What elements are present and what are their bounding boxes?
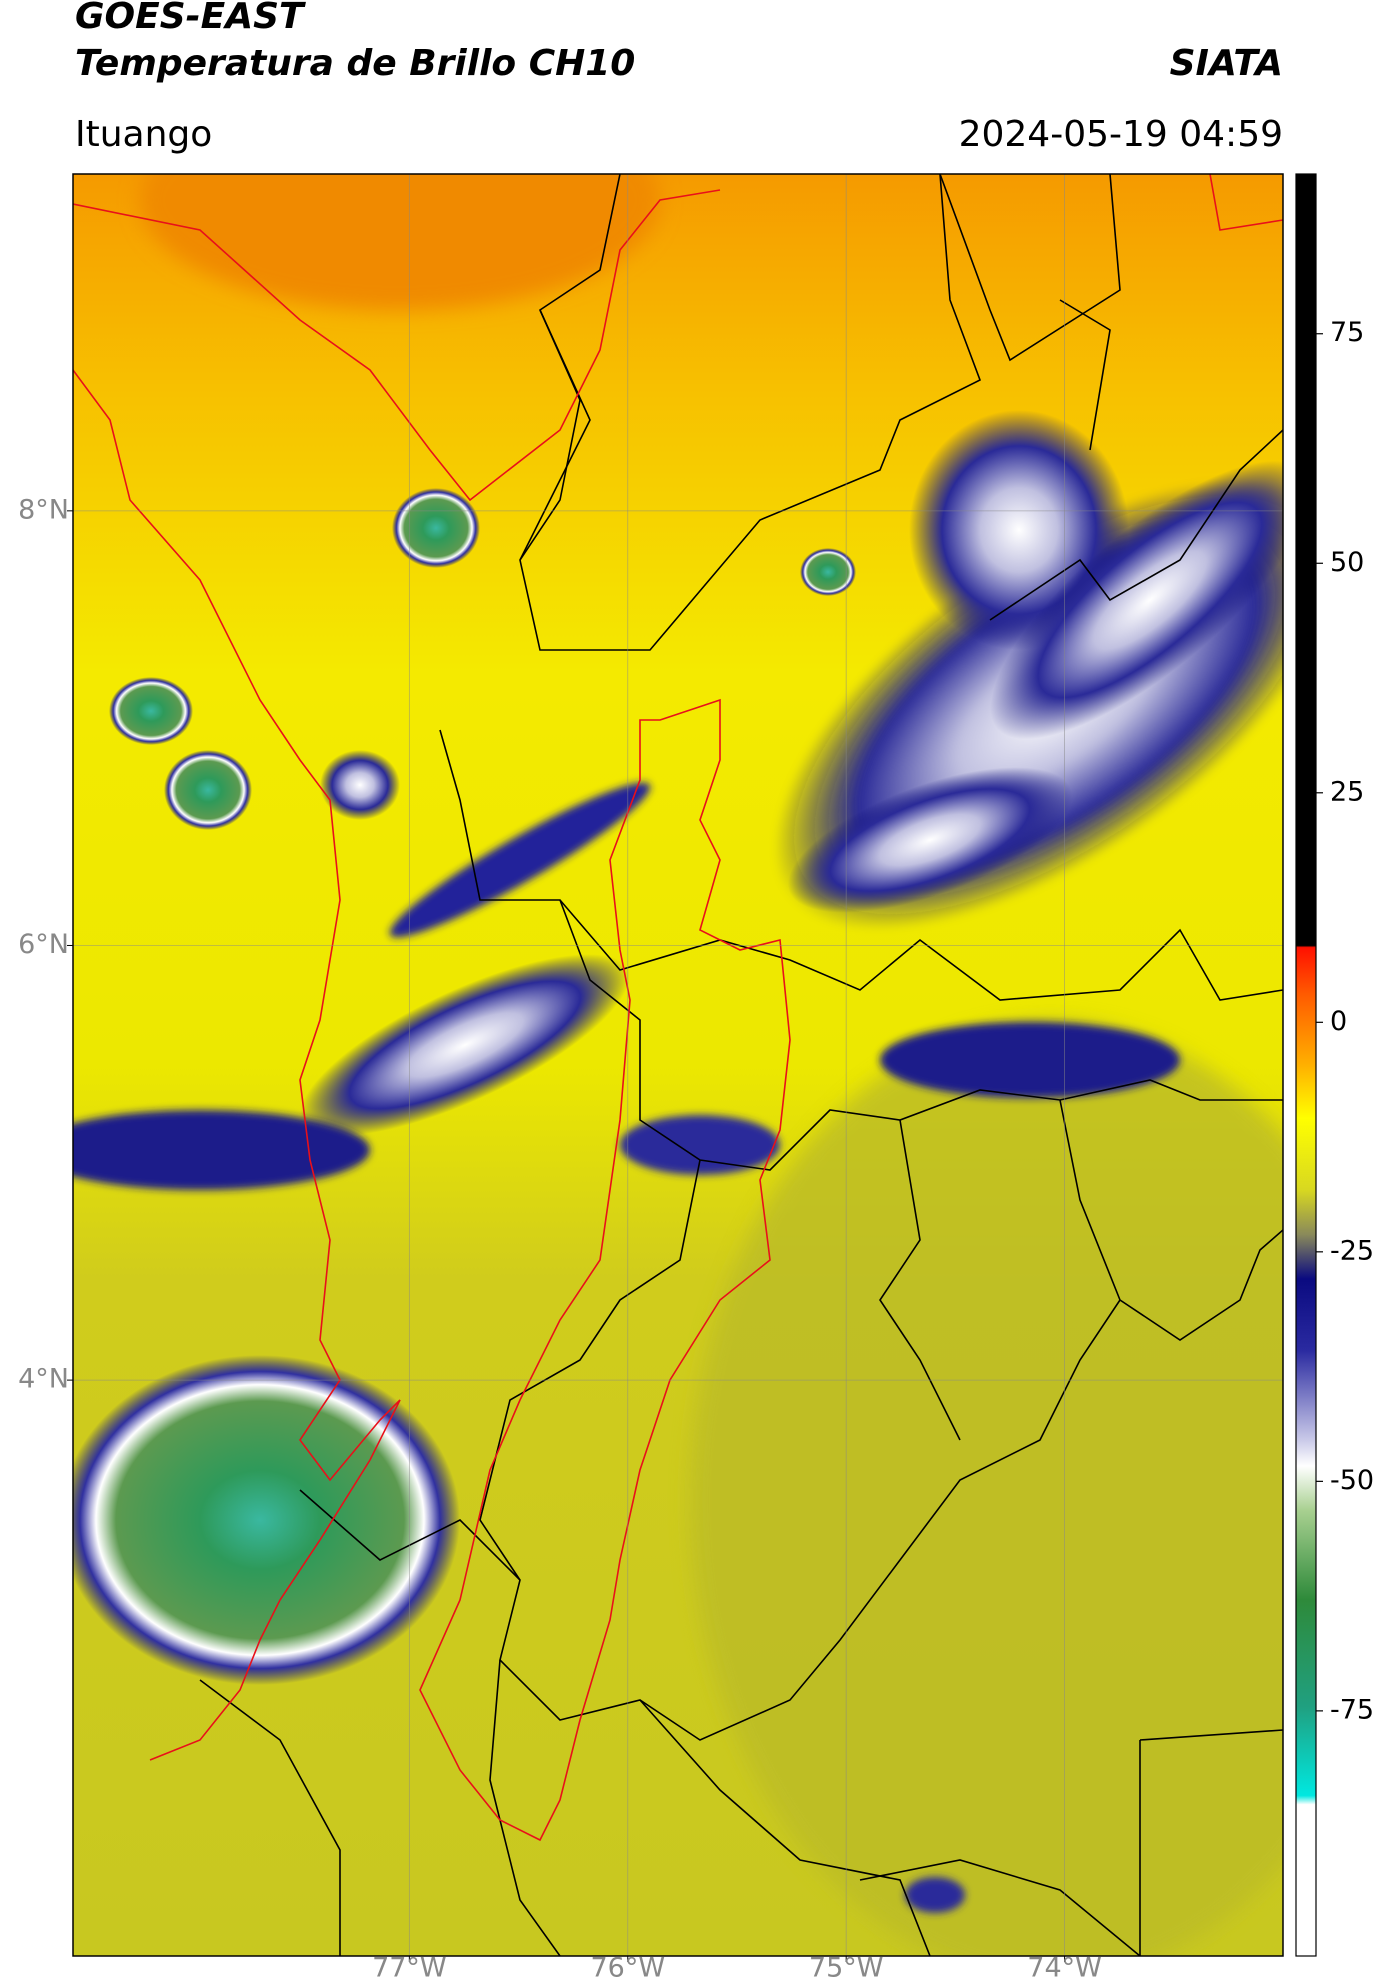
x-tick-label: 75°W: [809, 1953, 884, 1981]
y-tick-label: 8°N: [18, 494, 69, 525]
colorbar-tick-label: 25: [1330, 776, 1364, 807]
datetime: 2024-05-19 04:59: [959, 114, 1283, 155]
x-tick-label: 77°W: [372, 1953, 447, 1981]
colorbar-tick-label: 0: [1330, 1006, 1347, 1037]
source: SIATA: [1170, 43, 1283, 84]
y-tick-label: 6°N: [18, 929, 69, 960]
map-frame: [72, 173, 1284, 1957]
colorbar-tick-label: -50: [1330, 1465, 1374, 1496]
colorbar-tick-label: -25: [1330, 1235, 1374, 1266]
colorbar-tick-label: 75: [1330, 317, 1364, 348]
subtitle: Temperatura de Brillo CH10: [75, 43, 635, 84]
title: GOES-EAST: [75, 0, 306, 37]
x-tick-label: 74°W: [1027, 1953, 1102, 1981]
colorbar: [1295, 173, 1317, 1957]
colorbar-tick-label: -75: [1330, 1694, 1374, 1725]
grid: [73, 174, 1283, 1956]
y-tick-label: 4°N: [18, 1364, 69, 1395]
x-tick-label: 76°W: [590, 1953, 665, 1981]
location: Ituango: [75, 114, 212, 155]
colorbar-tick-label: 50: [1330, 547, 1364, 578]
map-image: [73, 174, 1283, 1956]
